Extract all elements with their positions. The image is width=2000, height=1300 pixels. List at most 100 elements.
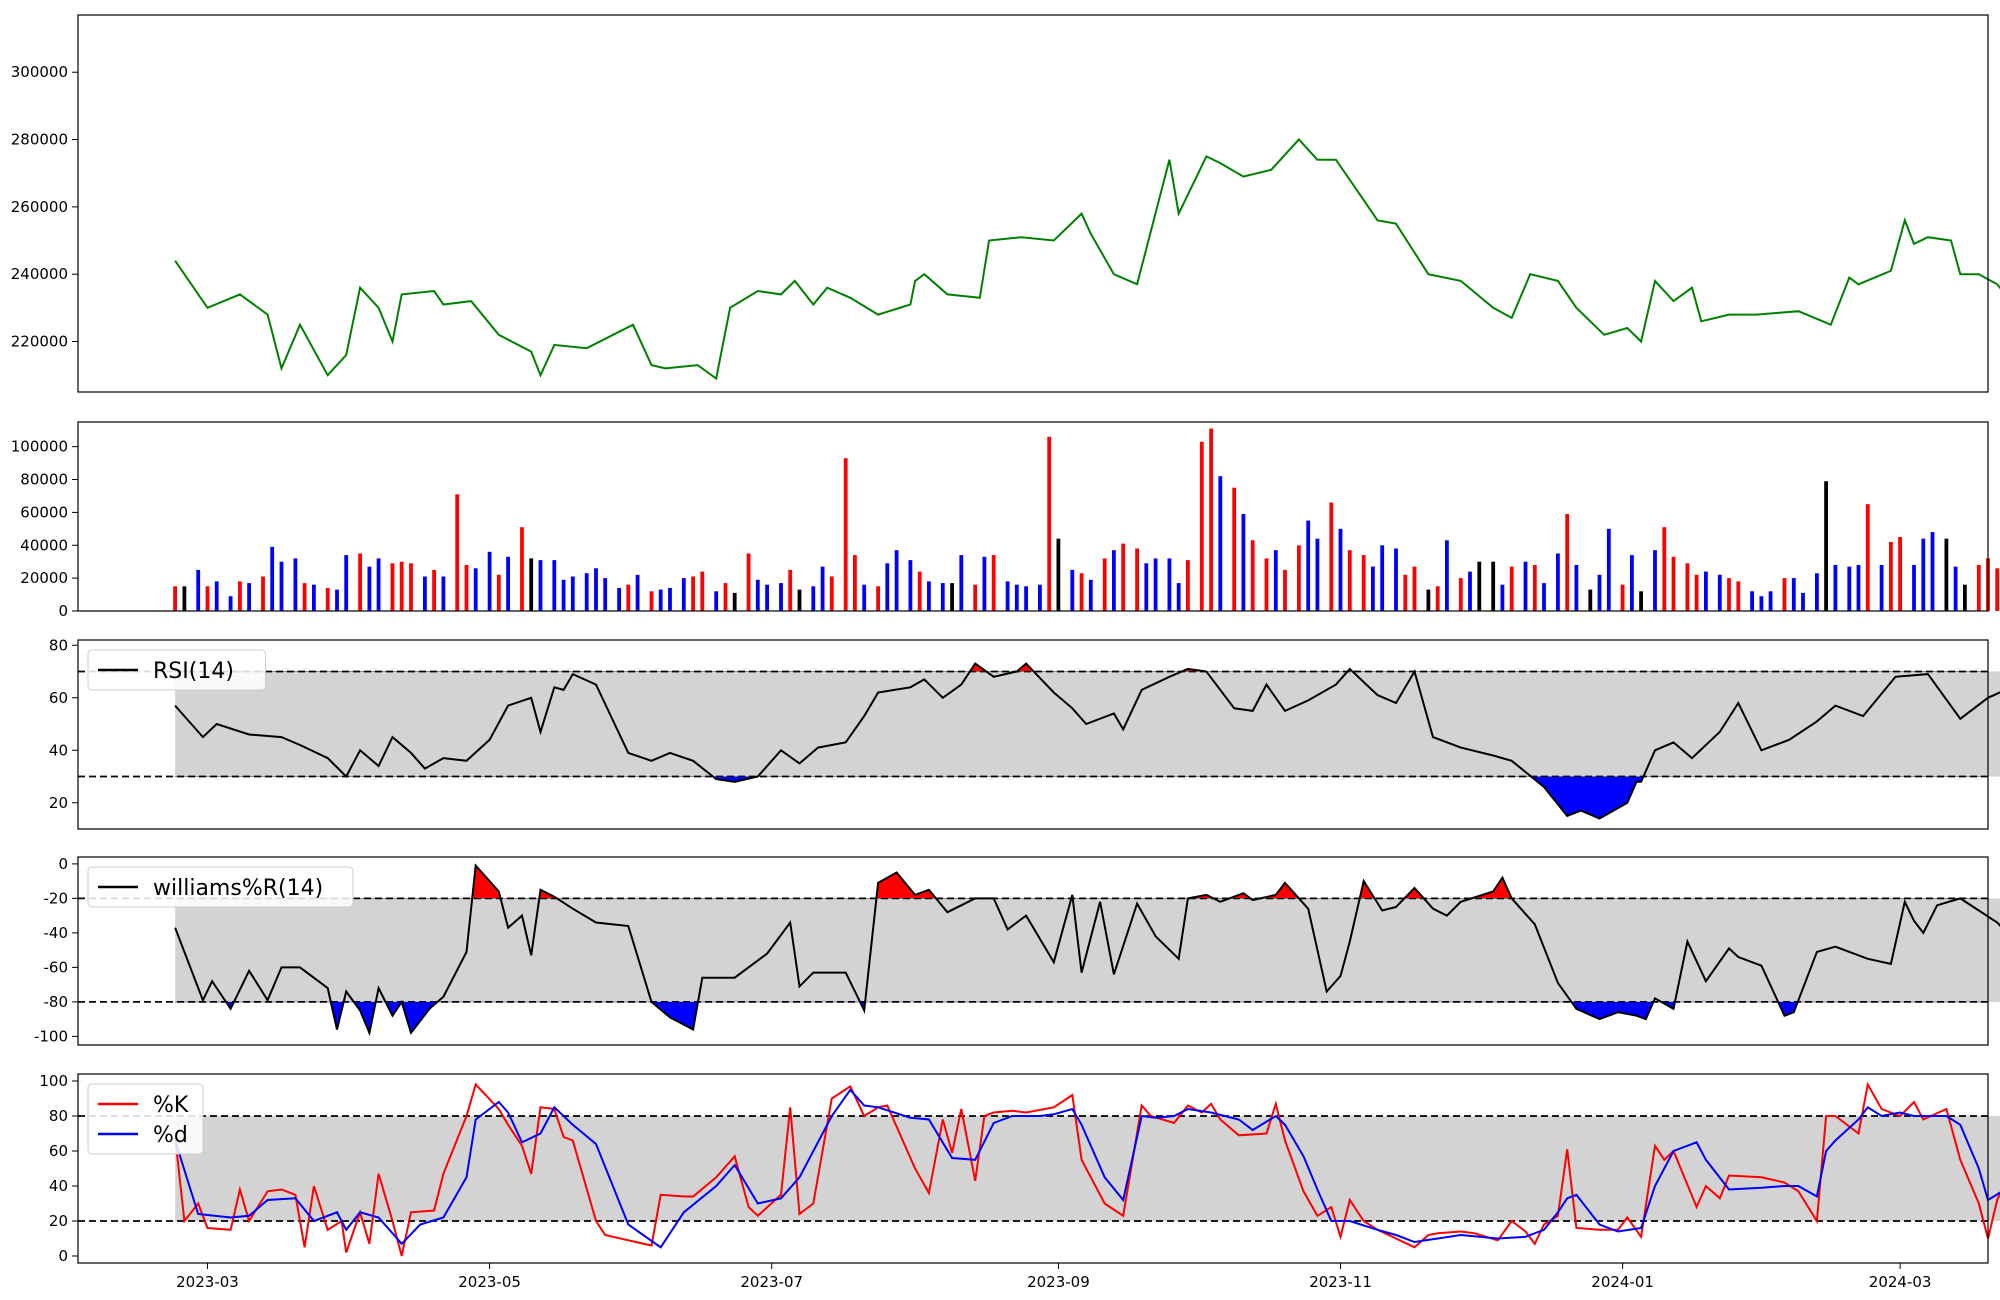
volume-bar	[570, 576, 575, 611]
y-tick-label: 100	[39, 1072, 68, 1090]
panel-frame	[77, 14, 1989, 393]
volume-bar	[1176, 583, 1181, 611]
indicator-line	[174, 863, 2000, 1037]
price-panel: 220000 240000 260000 280000 300000	[11, 14, 2000, 393]
volume-bar	[1199, 441, 1204, 611]
y-tick-label: 280000	[11, 131, 68, 149]
volume-bar	[1218, 476, 1223, 611]
y-tick-label: -20	[44, 889, 69, 907]
williams-panel: williams%R(14) -100 -80 -60 -40 -20 0	[34, 855, 2000, 1046]
volume-bar	[1380, 545, 1385, 611]
volume-bar	[1038, 584, 1042, 611]
y-tick-label: 80	[49, 636, 68, 654]
x-tick-label: 2024-03	[1869, 1273, 1932, 1291]
volume-bar	[1024, 586, 1028, 611]
y-tick-label: -100	[34, 1027, 68, 1045]
volume-bar	[603, 578, 608, 611]
volume-bar	[432, 569, 436, 611]
volume-bar	[1620, 584, 1625, 611]
volume-bar	[1815, 573, 1819, 611]
volume-bar	[312, 584, 316, 611]
volume-bar	[927, 581, 931, 611]
volume-bar	[1588, 589, 1593, 611]
volume-bar	[829, 576, 834, 611]
volume-panel: 0 20000 40000 60000 80000 100000	[11, 421, 2000, 620]
volume-bar	[1694, 574, 1699, 611]
oversold-fill	[174, 776, 1988, 819]
volume-bar	[1088, 579, 1093, 611]
legend-label: williams%R(14)	[153, 876, 323, 901]
y-tick-label: 80000	[20, 471, 68, 489]
y-tick-label: 20000	[20, 569, 68, 587]
volume-bar	[885, 563, 890, 611]
y-tick-label: 0	[58, 1247, 68, 1265]
volume-bar	[1865, 504, 1870, 611]
volume-bar	[1112, 550, 1116, 611]
volume-bar	[1833, 565, 1838, 611]
volume-bar	[797, 589, 802, 611]
volume-bar	[1662, 527, 1667, 611]
volume-bar	[755, 579, 760, 611]
legend-box	[87, 1083, 204, 1155]
volume-bar	[1458, 578, 1463, 611]
volume-bar	[1005, 581, 1010, 611]
legend-label: RSI(14)	[153, 659, 234, 684]
y-tick-label: 20	[49, 1212, 68, 1230]
volume-bar	[270, 546, 275, 611]
volume-bar	[1347, 550, 1352, 611]
volume-bar	[376, 558, 381, 611]
volume-bar	[1241, 514, 1246, 611]
volume-bar	[409, 563, 413, 611]
volume-bar	[746, 553, 751, 611]
volume-bar	[238, 581, 242, 611]
volume-bar	[1412, 566, 1417, 611]
volume-bar	[691, 576, 695, 611]
d-line	[174, 1088, 2000, 1249]
x-tick-label: 2023-09	[1027, 1273, 1090, 1291]
volume-bar	[917, 571, 922, 611]
volume-bar	[1121, 543, 1126, 611]
volume-bar	[1759, 596, 1764, 611]
volume-bar	[982, 556, 987, 611]
panel-frame	[77, 639, 1989, 830]
volume-bar	[1283, 569, 1287, 611]
volume-bar	[1565, 514, 1570, 611]
panel-frame	[77, 1073, 1989, 1264]
volume-bar	[1306, 520, 1311, 611]
volume-bar	[649, 591, 654, 611]
volume-bar	[658, 589, 663, 611]
x-tick-label: 2023-11	[1309, 1273, 1372, 1291]
volume-bar	[1186, 560, 1190, 611]
volume-bar	[1976, 565, 1981, 611]
volume-bar	[908, 560, 913, 611]
k-line	[174, 1081, 2000, 1257]
volume-bar	[811, 586, 816, 611]
volume-bar	[561, 579, 566, 611]
volume-bar	[1921, 538, 1926, 611]
volume-bar	[1717, 574, 1722, 611]
volume-bar	[1435, 586, 1440, 611]
volume-bar	[1953, 566, 1958, 611]
volume-bar	[1630, 555, 1634, 611]
volume-bar	[626, 584, 631, 611]
volume-bar	[1371, 566, 1375, 611]
volume-bar	[1056, 538, 1061, 611]
panel-frame	[77, 421, 1989, 612]
stochastic-panel: %K %d 0 20 40 60 80 100	[39, 1072, 2000, 1265]
volume-bar	[1523, 561, 1528, 611]
volume-bar	[876, 586, 880, 611]
volume-bar	[991, 555, 996, 611]
indicator-line	[174, 662, 2000, 820]
y-tick-label: 60000	[20, 503, 68, 521]
rsi-panel: RSI(14) 20 40 60 80	[49, 636, 2000, 830]
x-tick-label: 2023-03	[176, 1273, 239, 1291]
volume-bar	[1135, 548, 1139, 611]
volume-bar	[1264, 558, 1269, 611]
volume-bar	[1491, 561, 1496, 611]
volume-bar	[464, 565, 469, 611]
volume-bar	[1477, 561, 1482, 611]
volume-bar	[1898, 537, 1902, 611]
volume-bar	[1426, 589, 1431, 611]
legend-box	[87, 649, 266, 691]
volume-bar	[700, 571, 705, 611]
